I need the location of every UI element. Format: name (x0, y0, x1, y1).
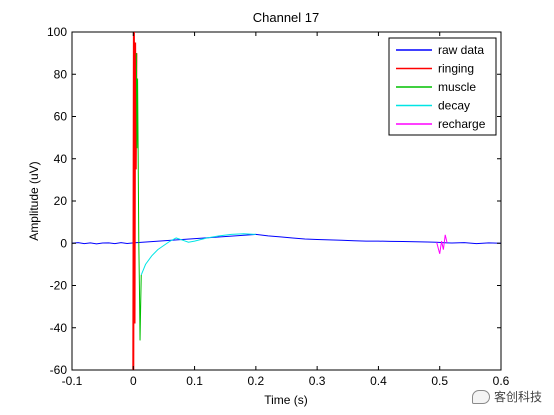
y-axis-label: Amplitude (uV) (27, 161, 41, 240)
chat-bubble-icon (471, 389, 490, 404)
legend-label-raw-data: raw data (438, 43, 484, 57)
x-tick-label: 0.1 (186, 374, 203, 388)
x-tick-label: 0.6 (493, 374, 510, 388)
y-tick-label: 0 (60, 236, 67, 250)
x-tick-label: -0.1 (62, 374, 83, 388)
x-tick-label: 0.3 (309, 374, 326, 388)
chart-title: Channel 17 (253, 10, 320, 25)
series-layer (71, 31, 502, 371)
y-tick-label: -40 (50, 321, 68, 335)
x-tick-label: 0.4 (370, 374, 387, 388)
series-line-recharge (436, 234, 448, 254)
x-tick-label: 0.2 (248, 374, 265, 388)
series-line-raw-data (71, 233, 502, 245)
legend: raw data ringing muscle decay recharge (388, 37, 497, 136)
series-line-muscle (135, 53, 142, 341)
legend-label-decay: decay (438, 99, 470, 113)
x-tick-label: 0 (130, 374, 137, 388)
legend-label-recharge: recharge (438, 117, 486, 131)
x-tick-label: 0.5 (431, 374, 448, 388)
legend-label-muscle: muscle (438, 80, 476, 94)
y-tick-label: 100 (47, 25, 67, 39)
y-tick-label: 80 (54, 67, 68, 81)
watermark-text: 客创科技 (493, 390, 542, 404)
series-line-decay (140, 233, 256, 276)
watermark: 客创科技 (471, 388, 542, 405)
legend-label-ringing: ringing (438, 62, 474, 76)
y-tick-label: -60 (50, 363, 68, 377)
x-axis-label: Time (s) (264, 393, 308, 407)
y-tick-label: -20 (50, 279, 68, 293)
y-tick-label: 20 (54, 194, 68, 208)
y-tick-label: 60 (54, 110, 68, 124)
tick-layer: -0.1 0 0.1 0.2 0.3 0.4 0.5 0.6 -60 -40 -20 0 20 40 60 8… (47, 25, 510, 388)
y-tick-label: 40 (54, 152, 68, 166)
series-line-ringing (132, 31, 138, 371)
